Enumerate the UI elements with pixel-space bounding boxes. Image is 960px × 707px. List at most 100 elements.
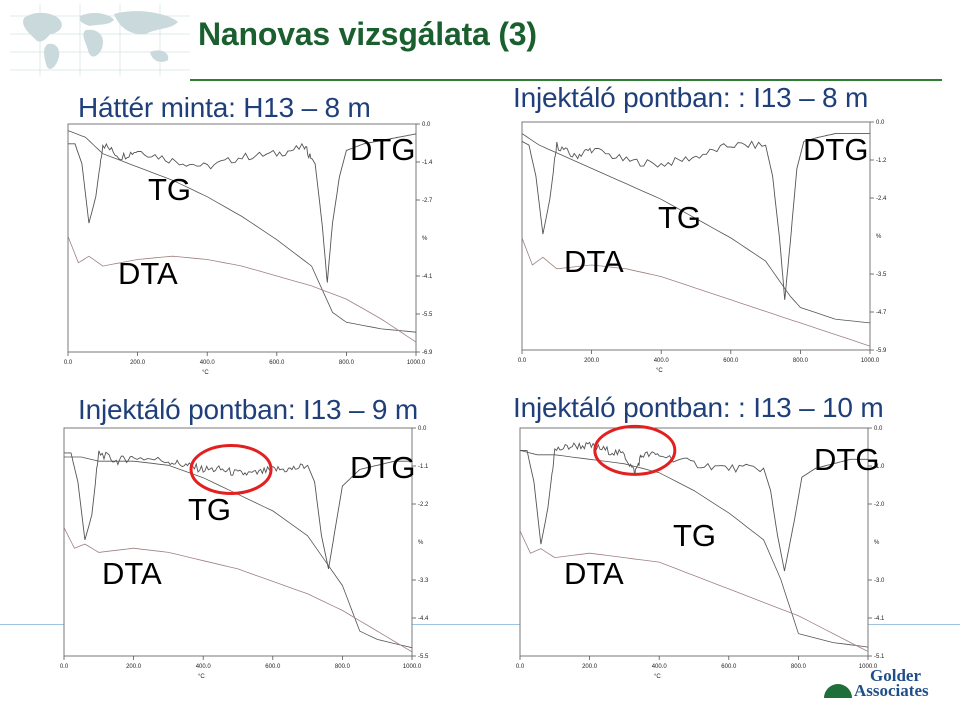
x-tick-label: 600.0 [269, 360, 285, 366]
y-tick-label: % [422, 236, 428, 242]
world-map-icon [10, 4, 190, 76]
highlight-circle [593, 424, 677, 476]
x-tick-label: 200.0 [130, 360, 146, 366]
x-tick-label: 1000.0 [407, 360, 426, 366]
x-tick-label: 1000.0 [403, 664, 422, 670]
x-tick-label: 200.0 [126, 664, 142, 670]
y-tick-label: 0.0 [422, 122, 431, 128]
chart-panel-i13-8m: Injektáló pontban: : I13 – 8 m 0.0 200.0 4… [480, 80, 950, 380]
y-tick-label: % [418, 540, 424, 546]
x-tick-label: 1000.0 [859, 664, 878, 670]
y-tick-label: -2.0 [874, 502, 885, 508]
dtg-label: DTG [814, 442, 880, 477]
thermal-analysis-chart: 0.0 200.0 400.0 600.0 800.0 1000.0 °C 0.0 -1.4 -2… [64, 122, 433, 376]
y-tick-label: -2.4 [876, 196, 887, 202]
x-unit-label: °C [198, 674, 205, 680]
y-tick-label: -1.4 [422, 160, 433, 166]
y-tick-label: -1.0 [874, 464, 885, 470]
x-tick-label: 800.0 [335, 664, 351, 670]
chart-panel-i13-9m: Injektáló pontban: I13 – 9 m 0.0 200.0 400… [20, 380, 490, 700]
y-tick-label: -2.7 [422, 198, 433, 204]
chart-title: Injektáló pontban: : I13 – 8 m [513, 82, 869, 113]
plot-frame [519, 427, 869, 657]
x-tick-label: 0.0 [60, 664, 69, 670]
chart-panel-i13-10m: Injektáló pontban: : I13 – 10 m 0.0 200.0… [480, 380, 960, 700]
x-tick-label: 1000.0 [861, 358, 880, 364]
y-tick-label: -4.4 [418, 616, 429, 622]
tg-curve [521, 133, 871, 324]
y-tick-label: -4.1 [874, 616, 885, 622]
dta-curve [67, 236, 417, 343]
y-tick-label: -5.9 [876, 348, 887, 354]
highlight-circle [189, 443, 273, 495]
y-tick-label: -5.5 [418, 654, 429, 660]
dtg-label: DTG [350, 132, 416, 167]
chart-title: Injektáló pontban: : I13 – 10 m [513, 392, 884, 423]
x-unit-label: °C [654, 674, 661, 680]
x-unit-label: °C [656, 368, 663, 374]
tg-label: TG [673, 518, 717, 553]
dtg-curve [64, 450, 412, 569]
x-tick-label: 600.0 [721, 664, 737, 670]
dta-curve [521, 237, 871, 347]
dta-curve [63, 527, 413, 653]
dta-label: DTA [564, 244, 624, 279]
tg-curve [519, 450, 869, 648]
y-tick-label: -4.7 [876, 310, 887, 316]
y-tick-label: -6.9 [422, 350, 433, 356]
dtg-curve [520, 441, 868, 572]
y-tick-label: % [876, 234, 882, 240]
x-tick-label: 200.0 [584, 358, 600, 364]
x-tick-label: 400.0 [196, 664, 212, 670]
tg-label: TG [658, 200, 702, 235]
y-tick-label: -5.1 [874, 654, 885, 660]
world-map-logo [10, 4, 190, 76]
dtg-label: DTG [803, 132, 869, 167]
y-tick-label: -3.3 [418, 578, 429, 584]
plot-frame [67, 123, 417, 353]
thermal-analysis-chart: 0.0 200.0 400.0 600.0 800.0 1000.0 °C 0.0 -1.0 -2… [516, 424, 885, 680]
x-tick-label: 800.0 [791, 664, 807, 670]
x-tick-label: 200.0 [582, 664, 598, 670]
golder-associates-logo: Golder Associates [824, 666, 946, 704]
x-tick-label: 600.0 [723, 358, 739, 364]
x-tick-label: 0.0 [518, 358, 527, 364]
thermal-analysis-chart: 0.0 200.0 400.0 600.0 800.0 1000.0 °C 0.0 -1.2 -2… [518, 120, 887, 374]
tg-label: TG [148, 172, 192, 207]
chart-panel-h13-8m: Háttér minta: H13 – 8 m 0.0 200.0 400.0 600… [20, 80, 490, 380]
y-tick-label: -1.2 [876, 158, 887, 164]
plot-frame [521, 121, 871, 351]
x-tick-label: 400.0 [652, 664, 668, 670]
y-tick-label: 0.0 [874, 426, 883, 432]
x-tick-label: 400.0 [654, 358, 670, 364]
y-tick-label: % [874, 540, 880, 546]
y-tick-label: -3.5 [876, 272, 887, 278]
x-tick-label: 0.0 [516, 664, 525, 670]
x-tick-label: 800.0 [339, 360, 355, 366]
y-tick-label: -5.5 [422, 312, 433, 318]
y-tick-label: -4.1 [422, 274, 433, 280]
x-tick-label: 400.0 [200, 360, 216, 366]
logo-text-associates: Associates [854, 681, 929, 700]
footer-divider [0, 624, 960, 625]
dta-label: DTA [118, 256, 178, 291]
logo-mark-icon [824, 684, 852, 698]
dta-curve [519, 530, 869, 652]
x-unit-label: °C [202, 370, 209, 376]
x-tick-label: 600.0 [265, 664, 281, 670]
title-divider [190, 79, 942, 81]
dtg-curve [521, 133, 870, 300]
tg-curve [67, 130, 417, 333]
dtg-label: DTG [350, 450, 416, 485]
slide-title: Nanovas vizsgálata (3) [198, 16, 537, 52]
tg-label: TG [188, 492, 232, 527]
chart-title: Háttér minta: H13 – 8 m [78, 92, 371, 123]
y-tick-label: 0.0 [418, 426, 427, 432]
dta-label: DTA [564, 556, 624, 591]
y-tick-label: -2.2 [418, 502, 429, 508]
x-tick-label: 0.0 [64, 360, 73, 366]
dta-label: DTA [102, 556, 162, 591]
y-tick-label: 0.0 [876, 120, 885, 126]
plot-frame [63, 427, 413, 657]
dtg-curve [68, 133, 417, 283]
